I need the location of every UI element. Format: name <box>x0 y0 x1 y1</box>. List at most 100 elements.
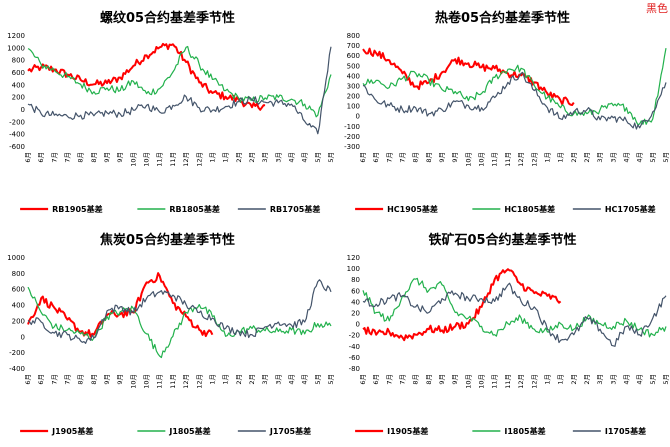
y-tick-label: 200 <box>347 93 360 101</box>
x-tick-label: 7月 <box>399 152 407 163</box>
x-tick-label: 3月 <box>261 152 269 163</box>
x-tick-label: 11月 <box>504 152 512 167</box>
chart-title: 焦炭05合约基差季节性 <box>99 232 235 248</box>
chart-title: 螺纹05合约基差季节性 <box>100 10 235 26</box>
legend-label: HC1805基差 <box>504 204 555 214</box>
y-tick-label: 0 <box>21 333 25 341</box>
y-tick-label: 700 <box>347 42 360 50</box>
x-tick-label: 7月 <box>385 374 393 385</box>
x-tick-label: 7月 <box>64 374 72 385</box>
chart-panel-0: 螺纹05合约基差季节性 -600 -400 -200 0 200 400 600 800 1000… <box>7 10 335 214</box>
chart-panel-2: 焦炭05合约基差季节性 -400 -200 0 200 400 600 800 1000 6月 6月… <box>7 232 335 436</box>
x-tick-label: 1月 <box>208 152 216 163</box>
x-tick-label: 3月 <box>274 152 282 163</box>
y-tick-label: 600 <box>12 69 25 77</box>
x-tick-label: 4月 <box>622 152 630 163</box>
x-tick-label: 5月 <box>649 374 657 385</box>
x-tick-label: 12月 <box>530 374 538 389</box>
x-tick-label: 1月 <box>557 152 565 163</box>
legend-label: HC1705基差 <box>605 204 656 214</box>
x-tick-label: 6月 <box>37 152 45 163</box>
y-tick-label: 400 <box>12 81 25 89</box>
x-tick-label: 12月 <box>195 374 203 389</box>
x-tick-label: 11月 <box>156 374 164 389</box>
x-tick-label: 6月 <box>372 374 380 385</box>
x-tick-label: 3月 <box>596 374 604 385</box>
x-tick-label: 6月 <box>359 374 367 385</box>
y-tick-label: -20 <box>349 332 360 340</box>
x-tick-label: 10月 <box>478 374 486 389</box>
series-line-2 <box>362 71 667 130</box>
y-tick-label: 1000 <box>7 254 25 262</box>
x-tick-label: 5月 <box>662 374 670 385</box>
legend-label: RB1905基差 <box>52 204 103 214</box>
x-tick-label: 5月 <box>327 374 335 385</box>
x-tick-label: 3月 <box>609 152 617 163</box>
y-tick-label: 800 <box>12 57 25 65</box>
x-tick-label: 2月 <box>248 374 256 385</box>
x-tick-label: 3月 <box>261 374 269 385</box>
x-tick-label: 3月 <box>274 374 282 385</box>
x-tick-label: 9月 <box>438 374 446 385</box>
y-tick-label: 100 <box>347 265 360 273</box>
x-tick-label: 8月 <box>412 374 420 385</box>
series-line-1 <box>27 45 332 118</box>
y-tick-label: 1200 <box>7 32 25 40</box>
x-tick-label: 10月 <box>143 374 151 389</box>
y-tick-label: -400 <box>9 365 25 373</box>
legend-label: HC1905基差 <box>387 204 438 214</box>
series-line-1 <box>362 47 667 126</box>
x-tick-label: 11月 <box>491 152 499 167</box>
y-tick-label: 800 <box>347 32 360 40</box>
y-tick-label: 120 <box>347 254 360 262</box>
y-tick-label: 60 <box>351 287 360 295</box>
legend-label: I1705基差 <box>605 426 646 436</box>
x-tick-label: 8月 <box>77 152 85 163</box>
x-tick-label: 4月 <box>287 374 295 385</box>
y-tick-label: -600 <box>9 143 25 151</box>
x-tick-label: 2月 <box>248 152 256 163</box>
x-tick-label: 5月 <box>314 374 322 385</box>
x-tick-label: 2月 <box>583 152 591 163</box>
x-tick-label: 4月 <box>636 152 644 163</box>
x-tick-label: 6月 <box>372 152 380 163</box>
x-tick-label: 4月 <box>301 374 309 385</box>
x-tick-label: 3月 <box>596 152 604 163</box>
x-tick-label: 4月 <box>287 152 295 163</box>
y-tick-label: 100 <box>347 103 360 111</box>
legend-label: I1905基差 <box>387 426 428 436</box>
y-tick-label: 200 <box>12 317 25 325</box>
y-tick-label: 400 <box>12 302 25 310</box>
series-line-0 <box>27 272 214 338</box>
x-tick-label: 10月 <box>129 152 137 167</box>
x-tick-label: 4月 <box>301 152 309 163</box>
y-tick-label: 1000 <box>7 44 25 52</box>
series-line-2 <box>27 279 332 345</box>
series-line-0 <box>27 42 266 111</box>
corner-label: 黑色 <box>646 2 668 15</box>
x-tick-label: 5月 <box>327 152 335 163</box>
x-tick-label: 6月 <box>359 152 367 163</box>
x-tick-label: 8月 <box>425 374 433 385</box>
x-tick-label: 9月 <box>116 374 124 385</box>
x-tick-label: 6月 <box>37 374 45 385</box>
y-tick-label: 0 <box>356 113 360 121</box>
x-tick-label: 7月 <box>399 374 407 385</box>
series-line-0 <box>362 47 575 106</box>
legend-label: RB1705基差 <box>270 204 321 214</box>
x-tick-label: 11月 <box>491 374 499 389</box>
y-tick-label: 40 <box>351 298 360 306</box>
y-tick-label: -200 <box>9 118 25 126</box>
legend-label: J1705基差 <box>269 426 311 436</box>
x-tick-label: 12月 <box>517 374 525 389</box>
y-tick-label: -400 <box>9 131 25 139</box>
x-tick-label: 11月 <box>156 152 164 167</box>
y-tick-label: -100 <box>344 123 360 131</box>
x-tick-label: 10月 <box>129 374 137 389</box>
x-tick-label: 1月 <box>543 374 551 385</box>
x-tick-label: 9月 <box>103 374 111 385</box>
x-tick-label: 1月 <box>557 374 565 385</box>
x-tick-label: 12月 <box>530 152 538 167</box>
legend-label: I1805基差 <box>504 426 545 436</box>
